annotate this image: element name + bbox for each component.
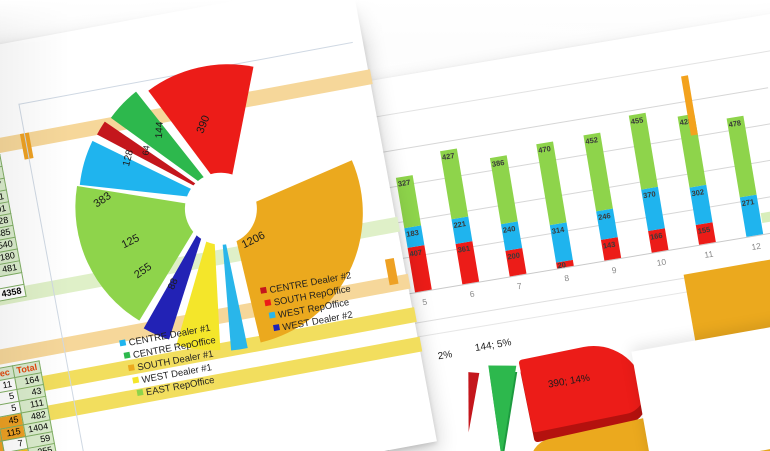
pie-label-dark-red: 64 <box>140 144 152 156</box>
bar-segment-cyan: 246 <box>596 208 618 240</box>
bar-segment-green: 478 <box>726 115 757 198</box>
x-axis-tick: 5 <box>421 296 428 308</box>
x-axis-tick: 6 <box>468 288 476 300</box>
bar-column[interactable]: 166 370 455 <box>628 112 669 253</box>
legend-swatch-red <box>264 299 272 307</box>
pie3d-slice-dark-red[interactable] <box>463 372 480 433</box>
bar-value-cyan: 246 <box>597 211 612 222</box>
page-shadow-top <box>0 0 770 46</box>
bar-value-cyan: 370 <box>642 189 657 201</box>
bar-value-green: 452 <box>584 135 599 147</box>
bar-segment-cyan: 271 <box>739 194 764 237</box>
bar-value-cyan: 271 <box>741 197 755 209</box>
legend-swatch-light-green <box>136 389 144 397</box>
bar-segment-green: 427 <box>440 148 469 220</box>
x-axis-tick: 11 <box>703 248 714 260</box>
bar-segment-red: 407 <box>407 245 432 293</box>
bar-segment-green: 455 <box>628 112 658 190</box>
pie-slice-dark-red[interactable] <box>95 104 215 215</box>
bar-value-red: 155 <box>697 224 711 236</box>
pie-slice-red[interactable] <box>146 58 276 208</box>
legend-swatch-yellow <box>132 376 140 384</box>
bar-value-red: 166 <box>649 230 664 242</box>
legend-swatch-orange <box>127 364 135 372</box>
bar-segment-cyan: 183 <box>404 225 425 248</box>
bar-value-green: 470 <box>537 144 552 155</box>
bar-segment-green: 327 <box>395 175 422 229</box>
bar-segment-green: 470 <box>536 141 567 226</box>
x-axis-tick: 12 <box>750 240 762 253</box>
page-shadow-left <box>0 0 70 451</box>
bar-value-green: 386 <box>491 157 506 169</box>
bar-segment-green: 452 <box>583 132 613 212</box>
bar-value-red: 361 <box>456 243 471 255</box>
bar-segment-red: 361 <box>455 241 480 285</box>
legend-swatch-blue <box>272 324 280 332</box>
bar-value-red: 200 <box>506 250 521 262</box>
legend-swatch-cyan <box>119 339 127 347</box>
bar-column[interactable]: 271 478 <box>726 115 764 237</box>
bar-segment-cyan: 370 <box>641 186 665 232</box>
stacked-bar-chart: 407 183 327 361 221 427 200 240 386 20 3… <box>371 70 770 295</box>
x-axis-tick: 7 <box>516 280 523 292</box>
bar-segment-cyan: 221 <box>451 216 473 244</box>
bar-segment-cyan: 314 <box>549 222 573 263</box>
x-axis-tick: 10 <box>655 256 667 268</box>
bar-value-red: 407 <box>408 247 423 259</box>
pie3d-label-green: 144; 5% <box>474 337 513 355</box>
legend-swatch-dark-red <box>259 286 267 294</box>
pie-slice-yellow[interactable] <box>155 217 238 357</box>
bar-segment-red: 200 <box>505 248 527 277</box>
x-axis-tick: 9 <box>610 264 618 276</box>
bar-column[interactable]: 361 221 427 <box>440 148 480 285</box>
legend-swatch-light-cyan <box>268 311 276 319</box>
legend-swatch-green <box>123 351 131 359</box>
bar-segment-red: 155 <box>695 222 716 245</box>
bar-value-green: 455 <box>630 115 644 127</box>
bar-value-cyan: 240 <box>502 223 517 235</box>
bar-value-green: 478 <box>727 118 742 130</box>
bar-segment-red: 166 <box>648 228 669 253</box>
bar-value-green: 427 <box>441 150 456 162</box>
bar-segment-red: 143 <box>600 237 622 261</box>
donut-hole <box>184 172 257 245</box>
pie-label-green: 144 <box>153 121 166 139</box>
bar-column[interactable]: 20 314 470 <box>536 141 574 270</box>
pie-slice-light-green[interactable] <box>69 163 226 329</box>
pie-slice-orange[interactable] <box>224 160 384 344</box>
bar-column[interactable]: 143 246 452 <box>583 132 622 261</box>
pie-slice-cyan[interactable] <box>72 121 213 222</box>
green-marker-tab-right <box>760 211 770 224</box>
pie-slice-green[interactable] <box>107 80 219 212</box>
bar-column[interactable]: 200 240 386 <box>489 155 527 277</box>
bar-value-green: 327 <box>397 177 412 189</box>
pie-slice-light-cyan[interactable] <box>207 217 248 351</box>
bar-segment-green: 386 <box>489 155 518 225</box>
report-page-front: 390 144 64 128 383 125 255 88 1206 CENTR… <box>0 41 423 451</box>
donut-pie-chart <box>69 58 384 357</box>
bar-value-cyan: 183 <box>405 227 420 239</box>
bar-value-cyan: 314 <box>551 224 565 236</box>
pie3d-slice-green[interactable] <box>487 365 517 451</box>
bar-value-red: 143 <box>602 239 617 251</box>
bar-value-cyan: 221 <box>452 219 467 230</box>
x-axis-tick: 8 <box>563 272 570 284</box>
pie-slice-blue[interactable] <box>125 212 231 344</box>
bar-value-cyan: 302 <box>690 187 705 199</box>
bar-segment-cyan: 240 <box>500 221 523 251</box>
pie3d-label-dark-red: 2% <box>437 349 454 363</box>
bar-segment-cyan: 302 <box>689 184 713 226</box>
